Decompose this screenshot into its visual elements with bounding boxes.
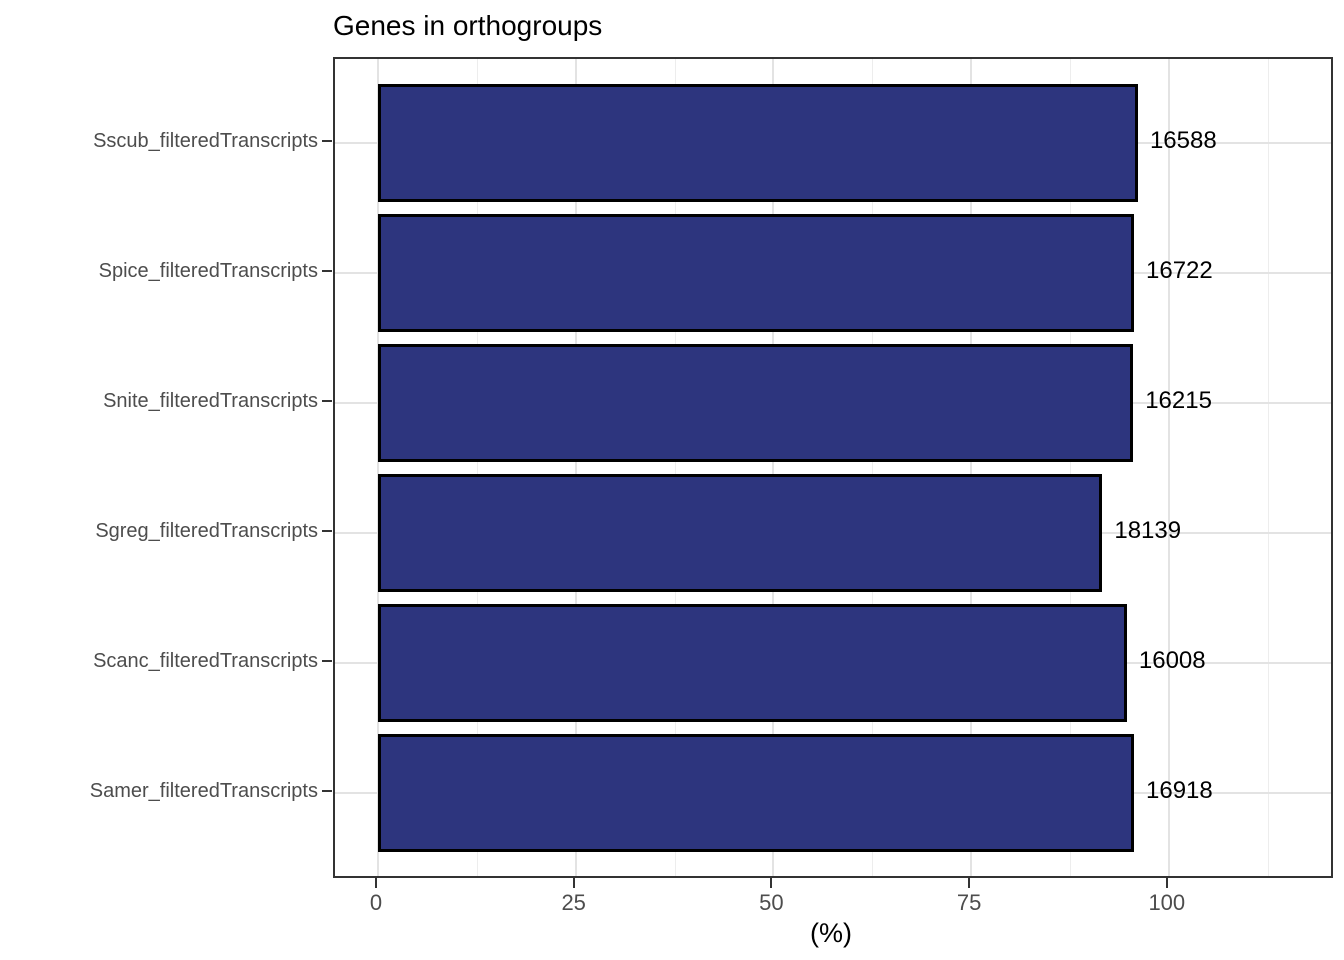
y-axis-label: Scanc_filteredTranscripts — [93, 650, 318, 672]
gridline-vertical-major — [377, 59, 379, 876]
gridline-vertical-major — [1167, 59, 1170, 876]
y-axis-label: Spice_filteredTranscripts — [98, 260, 318, 282]
bar — [378, 84, 1138, 202]
gridline-vertical-major — [574, 59, 577, 876]
bar — [378, 344, 1134, 462]
chart-title: Genes in orthogroups — [333, 10, 603, 41]
bar — [378, 604, 1127, 722]
gridline-vertical-minor — [872, 59, 874, 876]
x-axis-tick-label: 0 — [369, 890, 383, 915]
y-axis-tick — [322, 400, 332, 402]
y-axis-label: Samer_filteredTranscripts — [89, 780, 318, 802]
gridline-vertical-minor — [476, 59, 478, 876]
x-axis-tick — [770, 876, 773, 888]
y-axis-label: Snite_filteredTranscripts — [103, 390, 318, 412]
x-axis-tick — [968, 876, 971, 888]
bar-value-label: 16588 — [1149, 127, 1217, 154]
x-axis-title: (%) — [810, 918, 852, 948]
y-axis-label: Sscub_filteredTranscripts — [93, 130, 318, 152]
gridline-vertical-major — [970, 59, 973, 876]
x-axis-tick-label: 25 — [561, 890, 586, 915]
x-axis-tick-label: 100 — [1148, 890, 1186, 915]
bar-value-label: 16722 — [1146, 257, 1213, 284]
gridline-vertical-major — [772, 59, 775, 876]
y-axis-tick — [322, 270, 332, 272]
bar-value-label: 16008 — [1138, 647, 1206, 674]
gridline-vertical-minor — [1069, 59, 1071, 876]
bar — [378, 214, 1134, 332]
bar — [378, 734, 1134, 852]
y-axis-tick — [322, 790, 332, 792]
y-axis-tick — [322, 530, 332, 532]
x-axis-tick — [572, 876, 575, 888]
bar-value-label: 16215 — [1145, 387, 1212, 414]
y-axis-label: Sgreg_filteredTranscripts — [95, 520, 318, 542]
gridline-vertical-minor — [1267, 59, 1269, 876]
plot-panel — [333, 57, 1333, 878]
bar — [378, 474, 1103, 592]
y-axis-tick — [322, 140, 332, 142]
x-axis-tick — [375, 876, 377, 888]
x-axis-tick-label: 75 — [956, 890, 982, 915]
gridline-vertical-minor — [674, 59, 676, 876]
bar-value-label: 18139 — [1114, 517, 1182, 544]
x-axis-tick-label: 50 — [759, 890, 784, 915]
y-axis-tick — [322, 660, 332, 662]
x-axis-tick — [1165, 876, 1168, 888]
bar-value-label: 16918 — [1146, 777, 1213, 804]
